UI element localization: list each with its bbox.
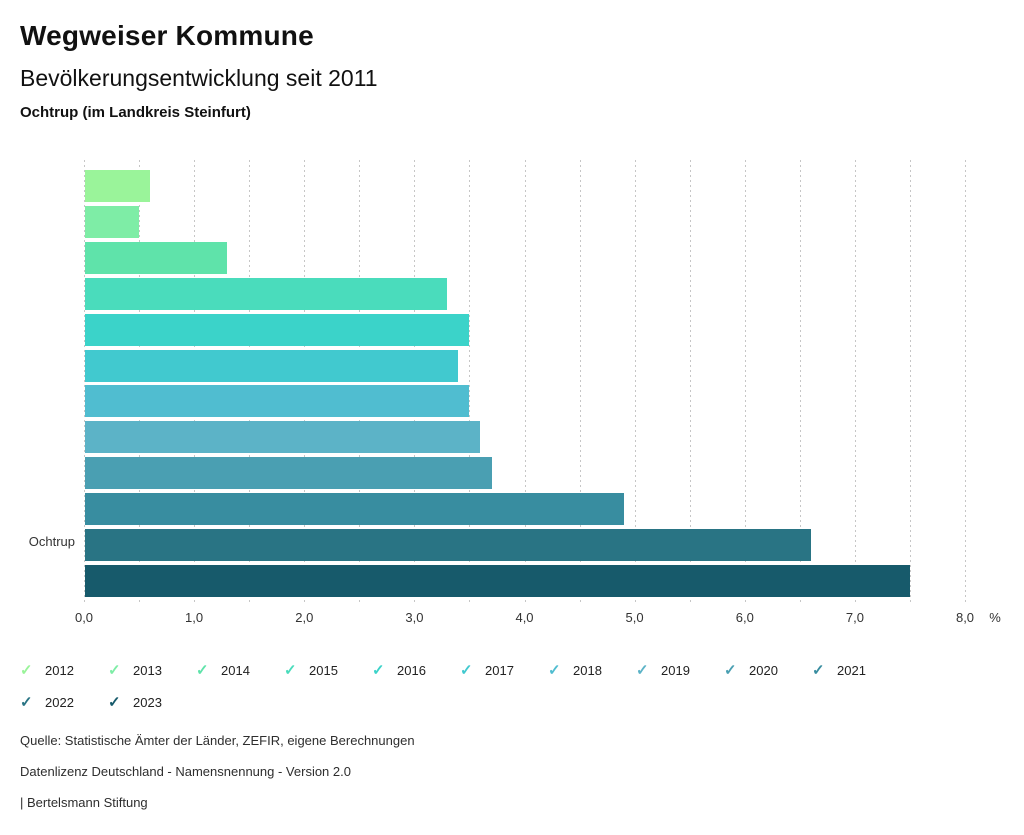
legend-year-label: 2021 [837, 662, 866, 678]
legend-year-label: 2017 [485, 662, 514, 678]
gridline [634, 160, 636, 604]
legend-year-label: 2012 [45, 662, 74, 678]
check-icon: ✓ [284, 661, 297, 679]
legend-item-2012[interactable]: ✓ 2012 [20, 654, 108, 686]
check-icon: ✓ [724, 661, 737, 679]
check-icon: ✓ [636, 661, 649, 679]
gridline [799, 160, 801, 604]
legend-item-2023[interactable]: ✓ 2023 [108, 686, 196, 718]
x-axis-tick-label: 0,0 [74, 610, 94, 625]
x-axis-tick-label: 8,0 [955, 610, 975, 625]
bar-2023 [85, 564, 910, 597]
legend-year-label: 2013 [133, 662, 162, 678]
legend-item-2016[interactable]: ✓ 2016 [372, 654, 460, 686]
check-icon: ✓ [20, 661, 33, 679]
gridline [194, 160, 196, 604]
gridline [469, 160, 471, 604]
legend-year-label: 2020 [749, 662, 778, 678]
legend-year-label: 2014 [221, 662, 250, 678]
check-icon: ✓ [812, 661, 825, 679]
x-axis-tick-label: 6,0 [735, 610, 754, 625]
bar-2022 [85, 529, 811, 561]
gridline [965, 160, 966, 604]
license-note: Datenlizenz Deutschland - Namensnennung … [20, 764, 351, 779]
bar-2014 [85, 241, 228, 274]
gridline [249, 160, 251, 604]
check-icon: ✓ [372, 661, 385, 679]
chart-legend: ✓ 2012 ✓ 2013 ✓ 2014 ✓ 2015 ✓ 2016 ✓ 2017 ✓ 2018 ✓ 2019… [20, 654, 910, 718]
legend-item-2021[interactable]: ✓ 2021 [812, 654, 900, 686]
legend-item-2013[interactable]: ✓ 2013 [108, 654, 196, 686]
legend-year-label: 2022 [45, 694, 74, 710]
x-axis-unit-label: % [989, 610, 1001, 625]
bar-2019 [85, 421, 481, 454]
gridline [524, 160, 526, 604]
legend-year-label: 2018 [573, 662, 602, 678]
bar-chart: Ochtrup % 0,0 1,0 2,0 3,0 4,0 5,0 6,0 7,0 8,0 [0, 160, 1024, 630]
legend-item-2014[interactable]: ✓ 2014 [196, 654, 284, 686]
plot-area [84, 160, 966, 604]
x-axis-tick-label: 4,0 [515, 610, 534, 625]
x-axis-tick-label: 7,0 [845, 610, 864, 625]
check-icon: ✓ [108, 661, 121, 679]
attribution-note: | Bertelsmann Stiftung [20, 795, 148, 810]
gridline [139, 160, 141, 604]
gridline [304, 160, 306, 604]
gridline [414, 160, 416, 604]
legend-year-label: 2019 [661, 662, 690, 678]
gridline [689, 160, 691, 604]
gridline [854, 160, 856, 604]
check-icon: ✓ [196, 661, 209, 679]
gridline [744, 160, 746, 604]
gridline [579, 160, 581, 604]
legend-item-2015[interactable]: ✓ 2015 [284, 654, 372, 686]
x-axis-tick-label: 2,0 [295, 610, 314, 625]
gridline [909, 160, 911, 604]
x-axis-tick-label: 1,0 [185, 610, 204, 625]
bar-2021 [85, 493, 624, 526]
bar-2018 [85, 385, 470, 418]
y-axis-label-ochtrup: Ochtrup [28, 534, 75, 549]
bar-2017 [85, 349, 459, 382]
app-title: Wegweiser Kommune [20, 20, 314, 51]
bar-2016 [85, 313, 470, 346]
x-axis-tick-label: 3,0 [405, 610, 424, 625]
chart-title: Bevölkerungsentwicklung seit 2011 [20, 65, 378, 91]
chart-region-subtitle: Ochtrup (im Landkreis Steinfurt) [20, 104, 251, 121]
check-icon: ✓ [108, 693, 121, 711]
legend-item-2020[interactable]: ✓ 2020 [724, 654, 812, 686]
bar-2013 [85, 205, 140, 238]
x-axis-tick-label: 5,0 [625, 610, 644, 625]
check-icon: ✓ [460, 661, 473, 679]
gridline [359, 160, 361, 604]
bar-2015 [85, 277, 448, 310]
legend-year-label: 2015 [309, 662, 338, 678]
gridline [84, 160, 85, 604]
legend-year-label: 2023 [133, 694, 162, 710]
legend-item-2018[interactable]: ✓ 2018 [548, 654, 636, 686]
legend-item-2022[interactable]: ✓ 2022 [20, 686, 108, 718]
legend-item-2017[interactable]: ✓ 2017 [460, 654, 548, 686]
source-note: Quelle: Statistische Ämter der Länder, Z… [20, 733, 415, 748]
legend-item-2019[interactable]: ✓ 2019 [636, 654, 724, 686]
check-icon: ✓ [20, 693, 33, 711]
legend-year-label: 2016 [397, 662, 426, 678]
bar-2012 [85, 170, 151, 202]
check-icon: ✓ [548, 661, 561, 679]
bar-2020 [85, 457, 492, 490]
